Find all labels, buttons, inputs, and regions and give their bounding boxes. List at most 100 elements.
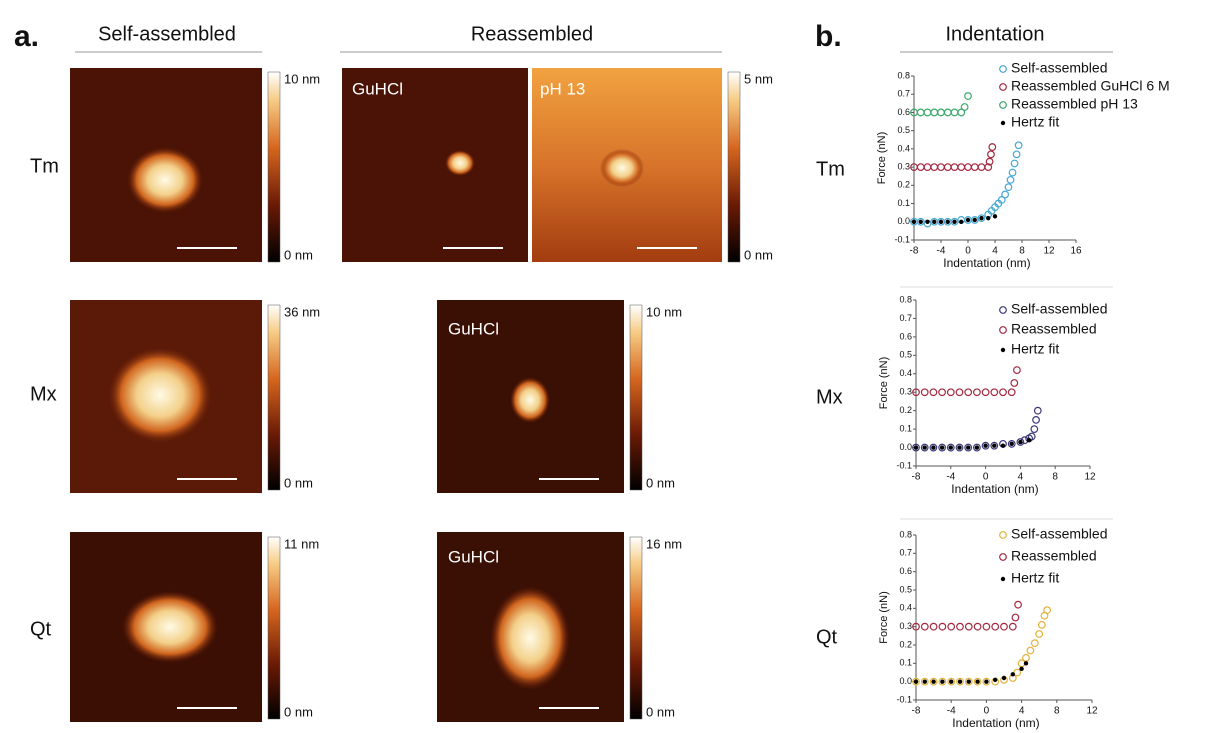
data-point [984, 679, 988, 683]
data-point [914, 445, 918, 449]
data-point [978, 164, 985, 171]
x-tick-label: 12 [1084, 472, 1096, 483]
colorbar-min: 0 nm [284, 475, 313, 490]
data-point [925, 220, 929, 224]
data-point [922, 623, 929, 630]
data-point [1031, 426, 1038, 433]
y-tick-label: 0.1 [897, 198, 910, 208]
x-axis-label: Indentation (nm) [952, 716, 1039, 730]
data-point [1027, 647, 1034, 654]
data-point [1027, 438, 1031, 442]
data-point [1013, 151, 1020, 158]
data-point [967, 679, 971, 683]
data-point [992, 623, 999, 630]
data-point [957, 623, 964, 630]
colorbar-max: 11 nm [284, 536, 319, 551]
data-point [924, 109, 931, 116]
data-point [958, 679, 962, 683]
legend-label: Reassembled pH 13 [1011, 96, 1138, 112]
colorbar [268, 537, 280, 719]
colorbar-min: 0 nm [284, 247, 313, 262]
data-point [919, 220, 923, 224]
data-point [948, 389, 955, 396]
data-point [1001, 444, 1005, 448]
data-point [992, 444, 996, 448]
data-point [952, 220, 956, 224]
data-point [1007, 177, 1014, 184]
data-point [951, 109, 958, 116]
row-label: Qt [816, 626, 838, 648]
data-point [957, 445, 961, 449]
data-point [1036, 631, 1043, 638]
data-point [949, 679, 953, 683]
data-point [930, 623, 937, 630]
colorbar-max: 36 nm [284, 304, 320, 319]
x-axis-label: Indentation (nm) [943, 256, 1030, 270]
data-point [931, 109, 938, 116]
x-tick-label: 16 [1070, 246, 1082, 257]
y-tick-label: 0.2 [899, 639, 912, 649]
data-point [1039, 622, 1046, 629]
data-point [923, 679, 927, 683]
x-tick-label: -4 [946, 472, 955, 483]
y-tick-label: 0.0 [897, 216, 910, 226]
data-point [975, 679, 979, 683]
colorbar [728, 72, 740, 262]
y-axis-label: Force (nN) [878, 591, 890, 644]
particle [108, 347, 212, 443]
panel-label: b. [815, 20, 842, 53]
data-point [914, 679, 918, 683]
colorbar [268, 305, 280, 490]
data-point [983, 444, 987, 448]
data-point [1010, 623, 1017, 630]
colorbar-max: 16 nm [646, 536, 682, 551]
legend-marker [1001, 121, 1005, 125]
legend-label: Hertz fit [1011, 114, 1059, 130]
x-tick-label: 12 [1043, 246, 1055, 257]
data-point [966, 218, 970, 222]
data-point [1035, 407, 1042, 414]
x-tick-label: 8 [1019, 246, 1025, 257]
data-point [1008, 389, 1015, 396]
particle [510, 377, 550, 423]
legend-marker [1000, 554, 1007, 561]
data-point [991, 389, 998, 396]
data-point [1011, 380, 1018, 387]
data-point [1002, 676, 1006, 680]
legend-label: Reassembled [1011, 321, 1097, 337]
x-tick-label: 0 [984, 706, 990, 717]
data-point [912, 220, 916, 224]
particle [122, 591, 218, 663]
legend-label: Reassembled [1011, 548, 1097, 564]
data-point [973, 218, 977, 222]
x-axis-label: Indentation (nm) [951, 482, 1038, 496]
data-point [1024, 661, 1028, 665]
legend-label: Hertz fit [1011, 570, 1059, 586]
y-tick-label: 0.7 [897, 89, 910, 99]
colorbar-min: 0 nm [744, 247, 773, 262]
data-point [1033, 417, 1040, 424]
data-point [1011, 672, 1015, 676]
data-point [1015, 601, 1022, 608]
data-point [1015, 142, 1022, 149]
y-tick-label: 0.3 [899, 621, 912, 631]
data-point [1001, 623, 1008, 630]
data-point [1002, 191, 1009, 198]
y-tick-label: 0.8 [899, 294, 912, 304]
x-tick-label: 8 [1054, 706, 1060, 717]
data-point [923, 445, 927, 449]
y-tick-label: 0.8 [899, 529, 912, 539]
data-point [951, 164, 958, 171]
data-point [931, 679, 935, 683]
particle [490, 586, 570, 690]
data-point [1014, 367, 1021, 374]
y-tick-label: 0.6 [899, 331, 912, 341]
colorbar-min: 0 nm [284, 704, 313, 719]
data-point [939, 389, 946, 396]
y-tick-label: 0.8 [897, 70, 910, 80]
particle [600, 149, 644, 187]
data-point [975, 445, 979, 449]
colorbar-max: 10 nm [284, 71, 320, 86]
y-tick-label: 0.1 [899, 658, 912, 668]
row-label: Tm [30, 155, 59, 177]
